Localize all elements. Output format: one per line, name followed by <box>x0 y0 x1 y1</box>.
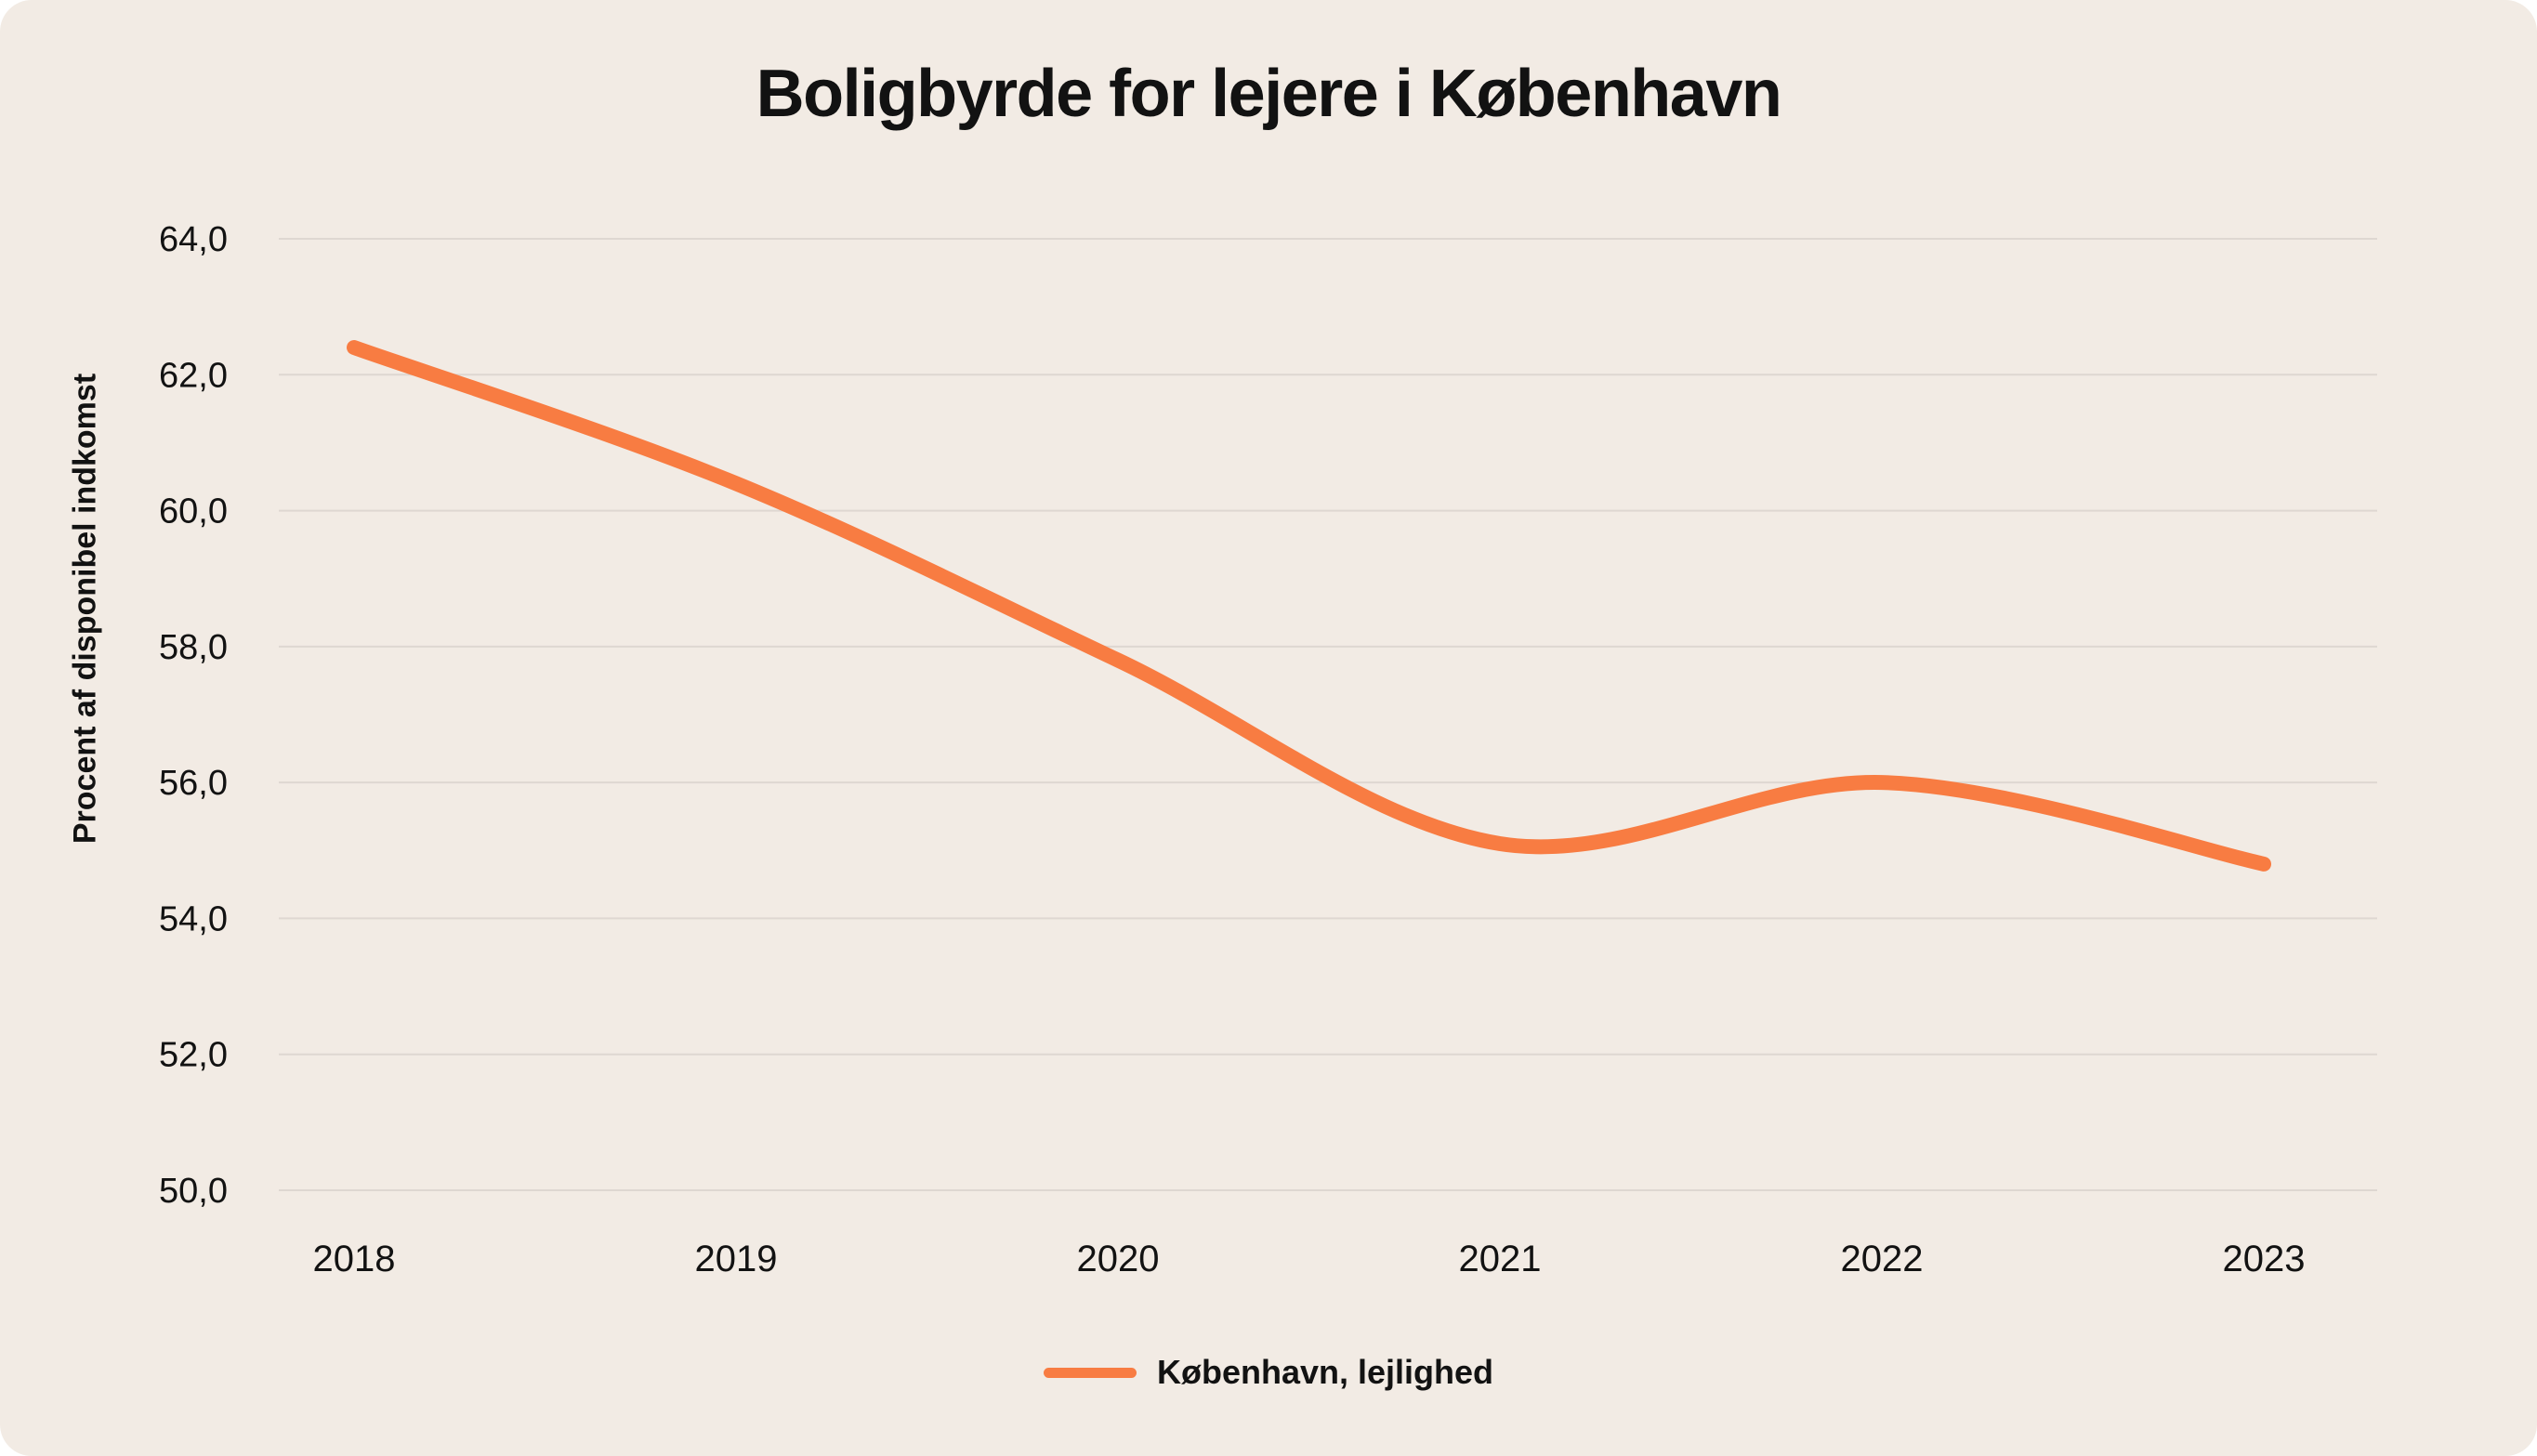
y-tick-label: 58,0 <box>159 628 228 667</box>
x-tick-label: 2022 <box>1841 1239 1924 1279</box>
x-tick-label: 2020 <box>1077 1239 1160 1279</box>
y-tick-label: 60,0 <box>159 492 228 531</box>
y-tick-label: 62,0 <box>159 356 228 395</box>
x-tick-label: 2023 <box>2223 1239 2306 1279</box>
x-tick-label: 2018 <box>313 1239 396 1279</box>
legend-label: København, lejlighed <box>1156 1353 1494 1391</box>
series-line-kobenhavn-lejlighed <box>347 340 2271 872</box>
y-tick-label: 50,0 <box>159 1172 228 1211</box>
y-tick-label: 56,0 <box>159 764 228 803</box>
legend: København, lejlighed <box>0 1340 2537 1405</box>
legend-line-swatch <box>1043 1367 1137 1378</box>
y-tick-label: 54,0 <box>159 899 228 938</box>
y-tick-label: 64,0 <box>159 220 228 259</box>
chart-title: Boligbyrde for lejere i København <box>756 57 1782 131</box>
y-tick-label: 52,0 <box>159 1036 228 1075</box>
x-tick-label: 2021 <box>1459 1239 1542 1279</box>
x-tick-label: 2019 <box>695 1239 778 1279</box>
